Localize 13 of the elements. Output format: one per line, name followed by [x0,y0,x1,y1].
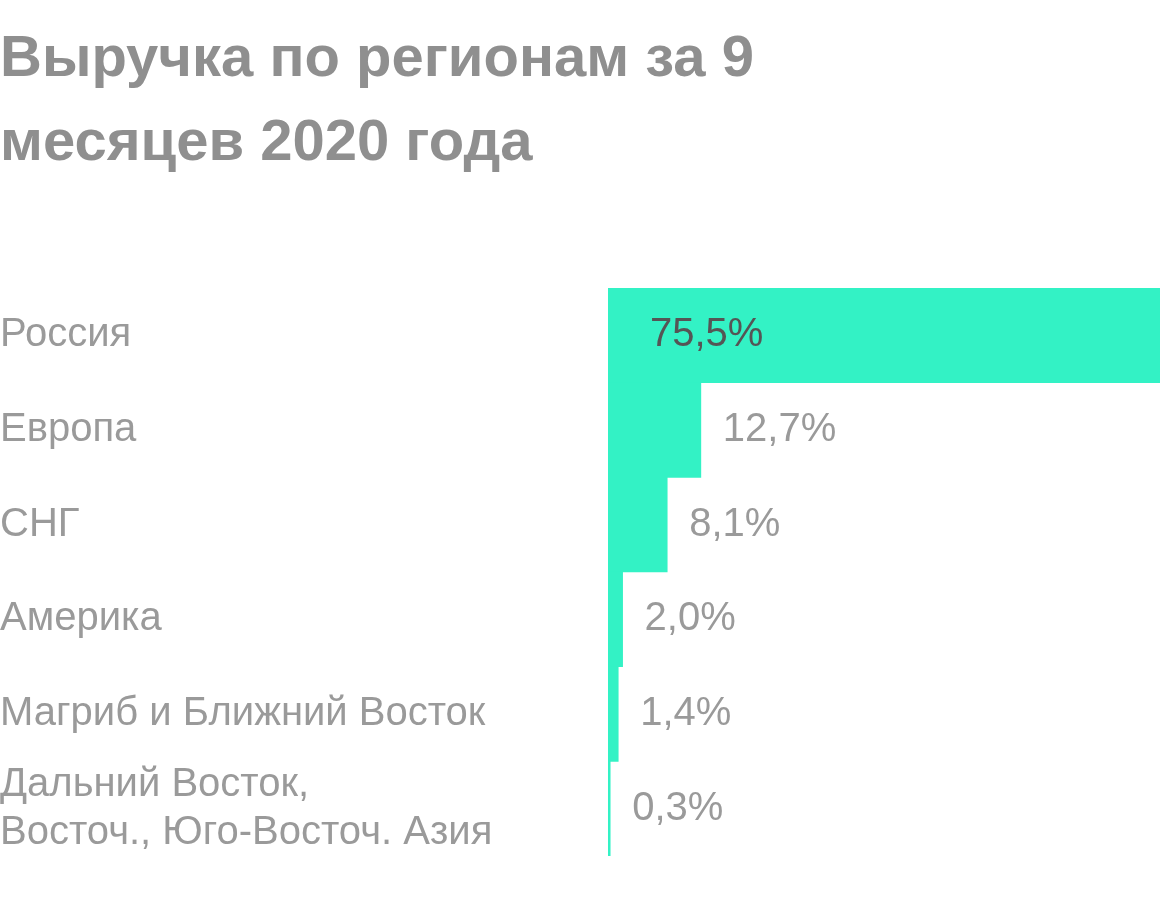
y-tick-label: Магриб и Ближний Восток [0,689,486,734]
y-tick-label: Европа [0,405,138,450]
data-label: 0,3% [632,783,724,828]
y-tick-label: Дальний Восток, Восточ., Юго-Восточ. Азия [0,759,493,852]
data-label: 1,4% [640,689,732,734]
data-label: 2,0% [644,594,736,639]
y-tick-label: Америка [0,594,163,639]
chart-title: Выручка по регионам за 9 месяцев 2020 года [0,22,755,174]
y-tick-label: Россия [0,310,132,355]
data-label: 8,1% [689,499,781,544]
data-label: 12,7% [722,405,837,450]
y-tick-label: СНГ [0,499,80,544]
data-label: 75,5% [650,310,764,355]
